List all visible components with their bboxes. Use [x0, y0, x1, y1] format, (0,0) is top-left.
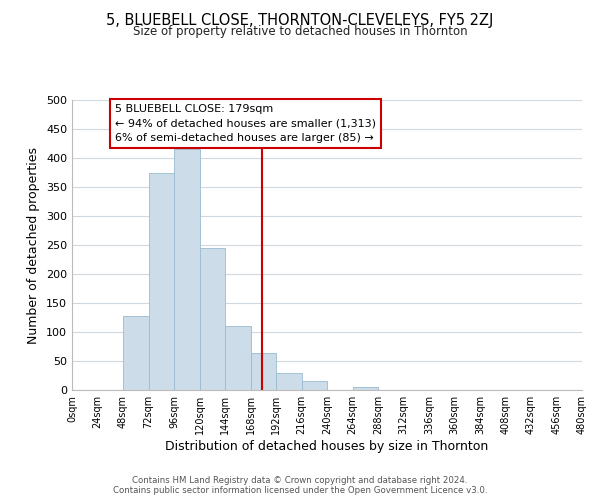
- Bar: [302, 382, 327, 390]
- Text: 5, BLUEBELL CLOSE, THORNTON-CLEVELEYS, FY5 2ZJ: 5, BLUEBELL CLOSE, THORNTON-CLEVELEYS, F…: [106, 12, 494, 28]
- Bar: [251, 354, 276, 390]
- Bar: [225, 326, 251, 390]
- Bar: [353, 387, 378, 390]
- Text: Contains public sector information licensed under the Open Government Licence v3: Contains public sector information licen…: [113, 486, 487, 495]
- Bar: [199, 248, 225, 390]
- Text: 5 BLUEBELL CLOSE: 179sqm
← 94% of detached houses are smaller (1,313)
6% of semi: 5 BLUEBELL CLOSE: 179sqm ← 94% of detach…: [115, 104, 376, 143]
- Bar: [149, 172, 174, 390]
- X-axis label: Distribution of detached houses by size in Thornton: Distribution of detached houses by size …: [166, 440, 488, 452]
- Bar: [174, 150, 199, 390]
- Y-axis label: Number of detached properties: Number of detached properties: [28, 146, 40, 344]
- Text: Size of property relative to detached houses in Thornton: Size of property relative to detached ho…: [133, 25, 467, 38]
- Bar: [276, 372, 302, 390]
- Bar: [123, 316, 149, 390]
- Text: Contains HM Land Registry data © Crown copyright and database right 2024.: Contains HM Land Registry data © Crown c…: [132, 476, 468, 485]
